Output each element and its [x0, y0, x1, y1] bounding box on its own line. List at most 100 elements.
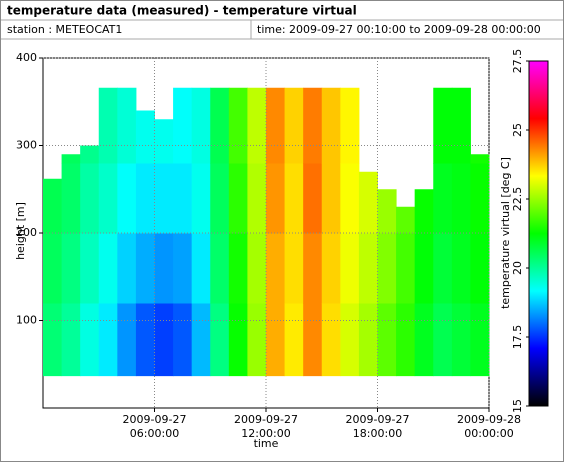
heat-cell: [135, 303, 155, 377]
heat-cell: [210, 233, 230, 304]
heat-cell: [284, 233, 304, 304]
heat-cell: [433, 87, 453, 164]
heat-cell: [61, 163, 81, 234]
heat-cell: [451, 233, 471, 304]
heat-cell: [191, 87, 211, 164]
y-tick-label: 200: [16, 226, 37, 239]
heat-cell: [414, 233, 434, 304]
heat-cell: [340, 233, 360, 304]
heat-cell: [228, 87, 248, 164]
heat-cell: [247, 163, 267, 234]
heat-cell: [43, 178, 63, 234]
heat-cell: [228, 163, 248, 234]
station: station : METEOCAT1: [7, 23, 122, 36]
heat-cell: [470, 233, 490, 304]
heat-cell: [284, 87, 304, 164]
x-tick-label: 2009-09-28 00:00:00: [457, 413, 521, 440]
heat-cell: [433, 233, 453, 304]
heat-cell: [266, 87, 286, 164]
heat-cell: [266, 163, 286, 234]
heat-cell: [191, 303, 211, 377]
heat-cell: [321, 87, 341, 164]
heat-cell: [470, 303, 490, 377]
heat-cell: [43, 303, 63, 377]
heat-cell: [358, 233, 378, 304]
heat-cell: [228, 233, 248, 304]
heat-cell: [303, 163, 323, 234]
heat-cell: [210, 87, 230, 164]
heat-cell: [321, 233, 341, 304]
heat-cell: [247, 87, 267, 164]
heat-cell: [247, 303, 267, 377]
heat-cell: [266, 233, 286, 304]
heat-cell: [321, 163, 341, 234]
colorbar-label: temperature virtual [deg C]: [499, 157, 512, 309]
heat-cell: [451, 87, 471, 164]
heat-cell: [470, 154, 490, 164]
heat-cell: [433, 303, 453, 377]
y-tick-label: 400: [16, 51, 37, 64]
heat-cell: [154, 163, 174, 234]
heat-cell: [303, 87, 323, 164]
heat-cell: [321, 303, 341, 377]
heat-cell: [61, 303, 81, 377]
heat-cell: [284, 303, 304, 377]
heat-cell: [284, 163, 304, 234]
heat-cell: [61, 233, 81, 304]
heat-cell: [433, 163, 453, 234]
heat-cell: [117, 87, 137, 164]
colorbar-tick-label: 17.5: [511, 325, 524, 350]
heat-cell: [154, 119, 174, 164]
heat-cell: [340, 303, 360, 377]
heat-cell: [358, 303, 378, 377]
heat-cell: [470, 163, 490, 234]
heat-cell: [191, 233, 211, 304]
heat-cell: [80, 233, 100, 304]
heat-cell: [154, 233, 174, 304]
heat-cell: [396, 206, 416, 234]
heat-cell: [98, 233, 118, 304]
heat-cell: [358, 171, 378, 234]
heat-cell: [61, 154, 81, 164]
chart-title: temperature data (measured) - temperatur…: [7, 4, 357, 18]
x-tick-label: 2009-09-27 12:00:00: [234, 413, 298, 440]
colorbar-tick-label: 20: [511, 261, 524, 275]
heat-cell: [173, 87, 193, 164]
heat-cell: [191, 163, 211, 234]
heat-cell: [396, 303, 416, 377]
heat-cell: [135, 110, 155, 164]
heat-cell: [377, 189, 397, 234]
heat-cell: [117, 163, 137, 234]
x-axis-label: time: [254, 437, 279, 450]
colorbar: [528, 60, 549, 407]
heat-cell: [396, 233, 416, 304]
heat-cell: [377, 233, 397, 304]
heat-cell: [173, 303, 193, 377]
heat-cell: [98, 87, 118, 164]
heat-cell: [117, 233, 137, 304]
heat-cell: [451, 303, 471, 377]
heat-cell: [303, 303, 323, 377]
y-axis-label: height [m]: [14, 202, 27, 260]
heat-cell: [98, 163, 118, 234]
x-tick-label: 2009-09-27 18:00:00: [345, 413, 410, 440]
heat-cell: [43, 233, 63, 304]
heat-cell: [80, 145, 100, 164]
heat-cell: [210, 303, 230, 377]
x-tick-label: 2009-09-27 06:00:00: [122, 413, 187, 440]
time-range: time: 2009-09-27 00:10:00 to 2009-09-28 …: [257, 23, 541, 36]
heat-cell: [247, 233, 267, 304]
heat-cell: [173, 163, 193, 234]
heat-cell: [303, 233, 323, 304]
colorbar-tick-label: 15: [511, 399, 524, 413]
heat-cell: [228, 303, 248, 377]
y-tick-label: 100: [16, 314, 37, 327]
heat-cell: [266, 303, 286, 377]
heat-cell: [135, 163, 155, 234]
heat-cell: [173, 233, 193, 304]
heat-cell: [80, 303, 100, 377]
heat-cell: [210, 163, 230, 234]
heat-cell: [154, 303, 174, 377]
heat-cell: [98, 303, 118, 377]
